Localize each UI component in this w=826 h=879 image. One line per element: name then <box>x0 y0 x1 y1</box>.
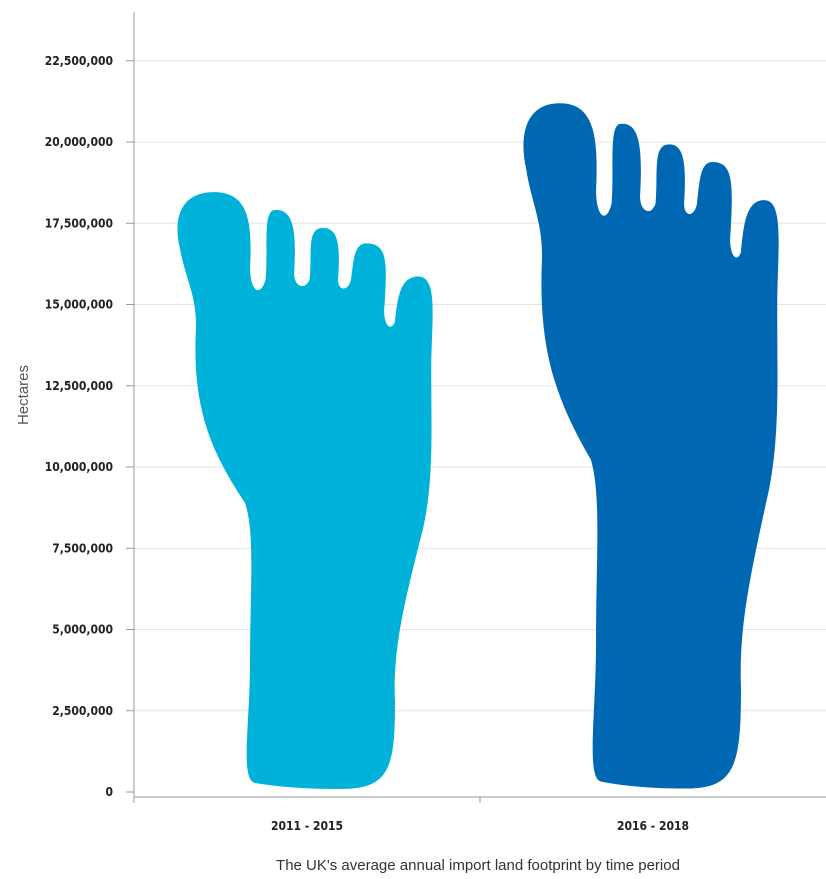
y-tick-label: 0 <box>105 785 113 799</box>
x-axis-ticks: 2011 - 2015 2016 - 2018 <box>271 819 689 833</box>
footprint-bars <box>177 103 779 789</box>
x-axis-title: The UK's average annual import land foot… <box>276 857 680 874</box>
x-tick-label: 2016 - 2018 <box>617 819 689 833</box>
y-tick-label: 5,000,000 <box>52 623 113 637</box>
axes <box>133 12 826 803</box>
x-tick-label: 2011 - 2015 <box>271 819 343 833</box>
y-axis-label: Hectares <box>15 365 32 425</box>
y-tick-label: 17,500,000 <box>45 216 113 230</box>
y-tick-label: 20,000,000 <box>45 135 113 149</box>
y-tick-label: 22,500,000 <box>45 54 113 68</box>
y-tick-label: 2,500,000 <box>52 704 113 718</box>
y-tick-label: 12,500,000 <box>45 379 113 393</box>
footprint-bar <box>523 103 779 789</box>
y-tick-label: 15,000,000 <box>45 298 113 312</box>
y-tick-label: 7,500,000 <box>52 541 113 555</box>
y-tick-label: 10,000,000 <box>45 460 113 474</box>
y-axis-ticks: 0 2,500,000 5,000,000 7,500,000 10,000,000 12… <box>45 54 134 799</box>
footprint-bar <box>177 192 433 789</box>
